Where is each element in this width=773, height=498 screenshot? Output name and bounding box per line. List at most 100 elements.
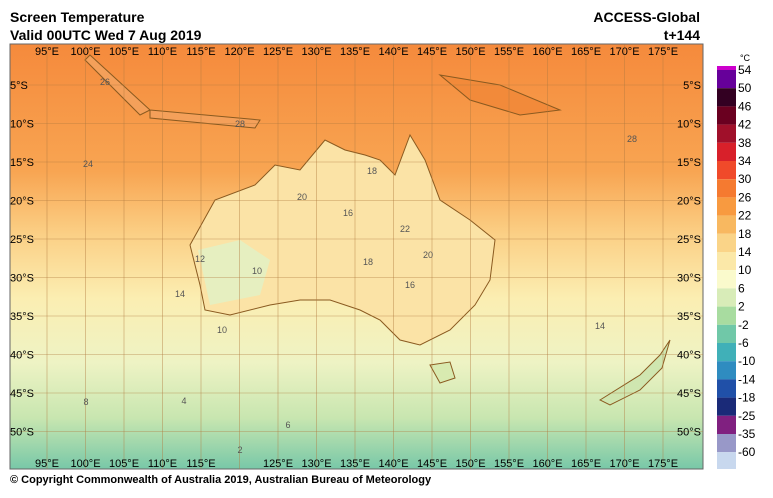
lon-label-top: 100°E — [70, 46, 100, 58]
colorbar-label: 34 — [738, 154, 752, 168]
contour-label: 6 — [285, 420, 290, 430]
colorbar-swatch — [717, 124, 736, 143]
colorbar-label: -25 — [738, 409, 756, 423]
lat-label-right: 50°S — [677, 427, 701, 439]
lon-label-top: 135°E — [340, 46, 370, 58]
colorbar-swatch — [717, 379, 736, 398]
tasmania — [429, 361, 456, 384]
lon-label-bottom: 145°E — [417, 458, 447, 470]
lon-label-top: 145°E — [417, 46, 447, 58]
lon-label-top: 120°E — [224, 46, 254, 58]
lat-label-right: 10°S — [677, 119, 701, 131]
lat-label-right: 25°S — [677, 234, 701, 246]
colorbar-swatch — [717, 66, 736, 70]
lat-label-right: 45°S — [677, 388, 701, 400]
colorbar-label: -6 — [738, 336, 749, 350]
lon-label-bottom: 175°E — [648, 458, 678, 470]
lon-label-top: 150°E — [455, 46, 485, 58]
colorbar-swatch — [717, 179, 736, 198]
colorbar-swatch — [717, 88, 736, 107]
lon-label-top: 140°E — [378, 46, 408, 58]
contour-label: 10 — [252, 266, 262, 276]
lon-label-bottom: 165°E — [571, 458, 601, 470]
colorbar-label: 2 — [738, 300, 745, 314]
colorbar-label: 10 — [738, 263, 752, 277]
contour-label: 10 — [217, 325, 227, 335]
lat-label-right: 5°S — [683, 80, 701, 92]
colorbar-swatch — [717, 434, 736, 453]
lead-time: t+144 — [664, 27, 700, 43]
colorbar-label: 26 — [738, 190, 752, 204]
lon-label-bottom: 155°E — [494, 458, 524, 470]
colorbar-label: 38 — [738, 136, 752, 150]
lon-label-top: 95°E — [35, 46, 59, 58]
colorbar-swatch — [717, 252, 736, 271]
contour-label: 4 — [181, 396, 186, 406]
lon-label-bottom: 125°E — [263, 458, 293, 470]
contour-label: 16 — [343, 208, 353, 218]
lat-label-left: 40°S — [10, 350, 34, 362]
lon-label-bottom: 140°E — [378, 458, 408, 470]
colorbar-label: -14 — [738, 372, 756, 386]
colorbar-label: 46 — [738, 99, 752, 113]
colorbar-label: 6 — [738, 281, 745, 295]
contour-label: 20 — [297, 192, 307, 202]
colorbar-label: -2 — [738, 318, 749, 332]
lon-label-bottom: 130°E — [301, 458, 331, 470]
colorbar-label: 22 — [738, 209, 752, 223]
colorbar-swatch — [717, 197, 736, 216]
colorbar-label: -18 — [738, 391, 756, 405]
lat-label-left: 35°S — [10, 311, 34, 323]
contour-label: 20 — [423, 250, 433, 260]
contour-label: 12 — [195, 254, 205, 264]
model: ACCESS-Global — [593, 9, 700, 25]
colorbar-swatch — [717, 361, 736, 380]
colorbar-label: 14 — [738, 245, 752, 259]
colorbar-swatch — [717, 70, 736, 89]
lon-label-top: 170°E — [609, 46, 639, 58]
colorbar-swatch — [717, 215, 736, 234]
colorbar-label: -60 — [738, 445, 756, 459]
colorbar-swatch — [717, 306, 736, 325]
lon-label-bottom: 160°E — [532, 458, 562, 470]
colorbar-swatch — [717, 233, 736, 252]
colorbar-swatch — [717, 142, 736, 161]
lon-label-bottom: 100°E — [70, 458, 100, 470]
lat-label-left: 10°S — [10, 119, 34, 131]
contour-label: 18 — [363, 257, 373, 267]
lon-label-bottom: 150°E — [455, 458, 485, 470]
contour-label: 2 — [237, 445, 242, 455]
colorbar-swatch — [717, 270, 736, 289]
lat-label-left: 30°S — [10, 273, 34, 285]
contour-label: 14 — [175, 289, 185, 299]
indonesia — [84, 54, 261, 129]
lat-label-left: 45°S — [10, 388, 34, 400]
contour-label: 18 — [367, 166, 377, 176]
new-zealand — [598, 339, 671, 406]
lat-label-right: 40°S — [677, 350, 701, 362]
colorbar-swatch — [717, 324, 736, 343]
colorbar-label: 50 — [738, 81, 752, 95]
colorbar-label: -10 — [738, 354, 756, 368]
lon-label-bottom: 95°E — [35, 458, 59, 470]
lat-label-right: 20°S — [677, 196, 701, 208]
colorbar-unit: °C — [740, 53, 751, 63]
colorbar-label: -35 — [738, 427, 756, 441]
lat-label-left: 50°S — [10, 427, 34, 439]
colorbar-swatch — [717, 397, 736, 416]
copyright: © Copyright Commonwealth of Australia 20… — [10, 474, 432, 486]
lat-label-left: 20°S — [10, 196, 34, 208]
title: Screen Temperature — [10, 9, 145, 25]
contour-label: 8 — [83, 397, 88, 407]
colorbar-swatch — [717, 452, 736, 469]
lon-label-bottom: 105°E — [109, 458, 139, 470]
colorbar-swatch — [717, 288, 736, 307]
lon-label-top: 115°E — [186, 46, 215, 58]
colorbar-swatch — [717, 415, 736, 434]
lat-label-right: 30°S — [677, 273, 701, 285]
colorbar-label: 42 — [738, 118, 752, 132]
lat-label-left: 15°S — [10, 157, 34, 169]
contour-label: 14 — [595, 321, 605, 331]
contour-label: 24 — [83, 159, 93, 169]
